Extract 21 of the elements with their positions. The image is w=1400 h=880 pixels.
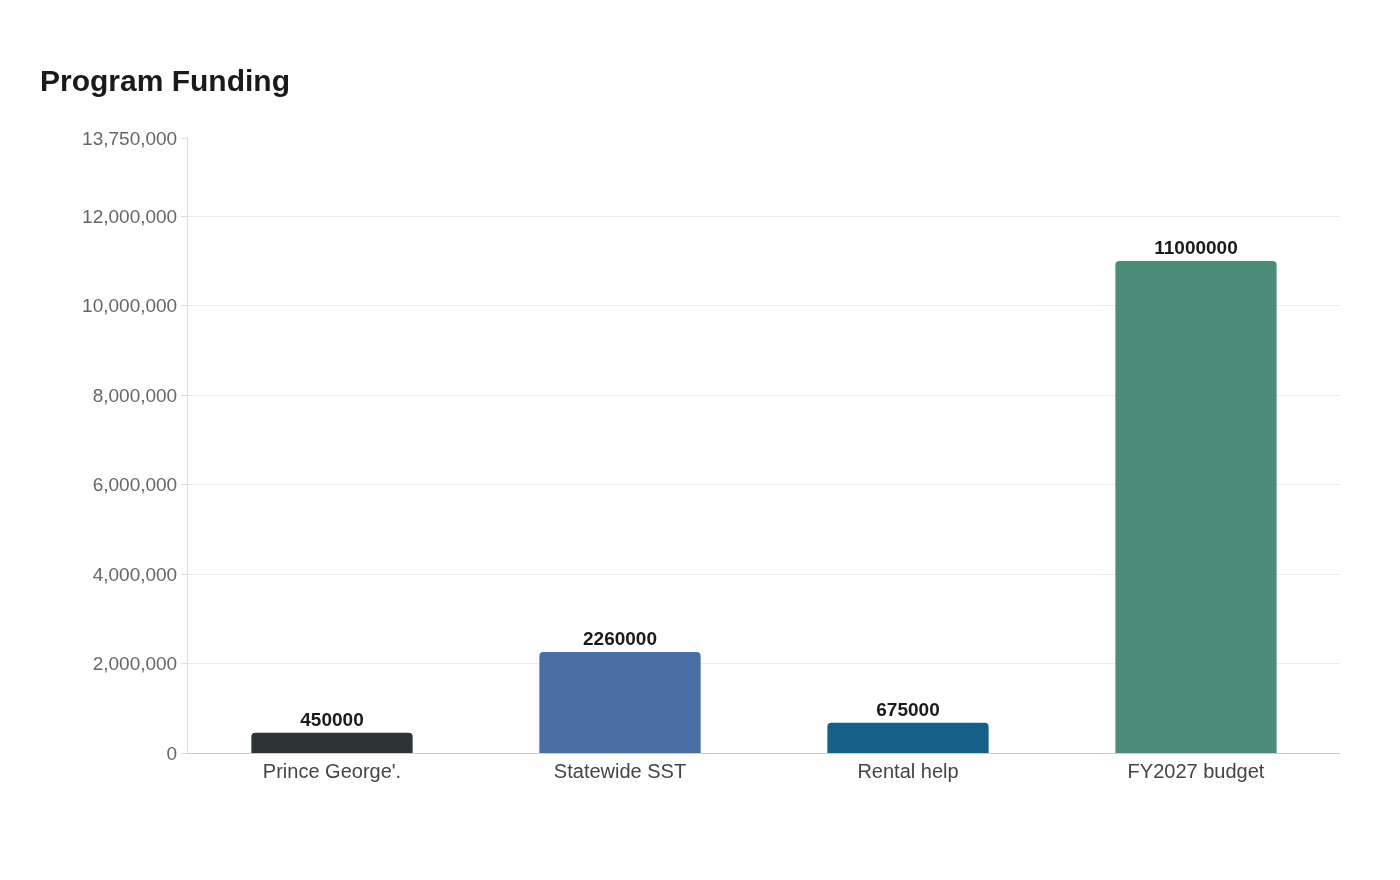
bar (1115, 261, 1277, 753)
y-tick-label: 6,000,000 (92, 474, 178, 496)
chart-title: Program Funding (40, 63, 290, 97)
data-label: 675000 (876, 698, 940, 720)
bar (827, 722, 989, 753)
y-tick-label: 8,000,000 (92, 384, 178, 406)
bar (251, 732, 413, 753)
data-label: 2260000 (583, 627, 657, 649)
y-tick-label: 12,000,000 (82, 205, 178, 227)
x-tick-label: Rental help (857, 760, 959, 782)
y-tick-label: 0 (166, 742, 178, 764)
y-tick-label: 2,000,000 (92, 653, 178, 675)
y-tick-label: 10,000,000 (82, 295, 178, 317)
bar (539, 651, 701, 753)
x-tick-label: Statewide SST (553, 760, 687, 782)
data-label: 450000 (300, 708, 364, 730)
y-tick-label: 4,000,000 (92, 563, 178, 585)
y-tick-label: 13,750,000 (82, 127, 178, 149)
x-tick-label: Prince George'. (262, 760, 402, 782)
x-tick-label: FY2027 budget (1127, 760, 1265, 782)
data-label: 11000000 (1154, 237, 1238, 258)
